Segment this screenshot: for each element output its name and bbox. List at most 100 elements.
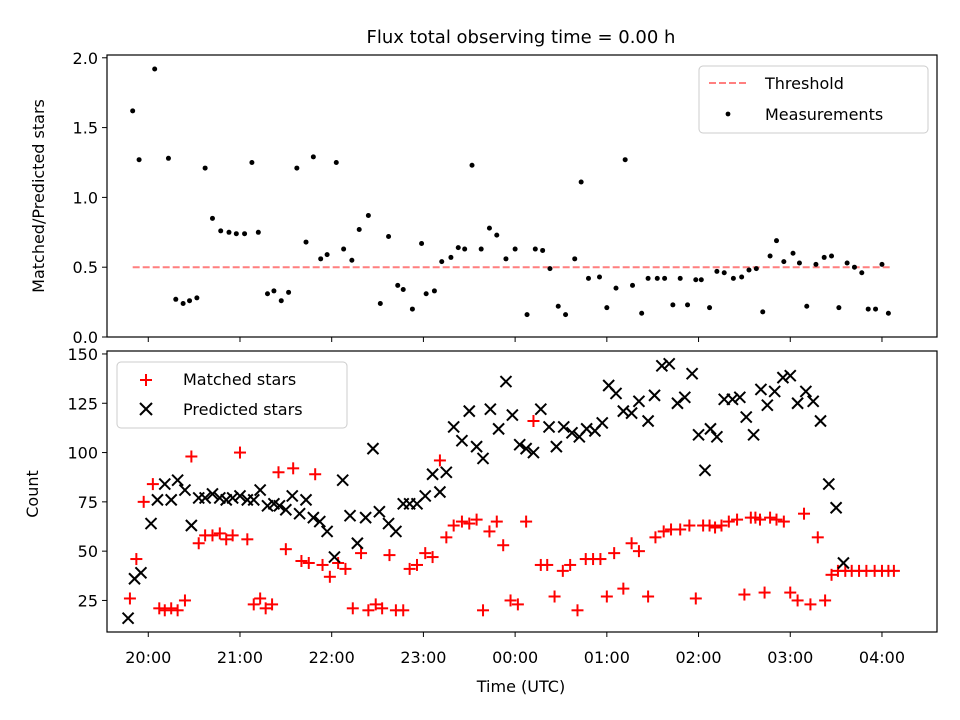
measurement-point <box>486 225 492 231</box>
top-y-tick-label: 1.5 <box>73 119 98 138</box>
measurement-point <box>341 246 347 252</box>
predicted-star-point <box>343 509 357 522</box>
matched-star-point <box>504 594 517 607</box>
measurement-point <box>796 260 802 266</box>
measurement-point <box>804 303 810 309</box>
measurement-point <box>318 256 324 262</box>
matched-star-point <box>123 592 136 605</box>
measurement-point <box>294 165 300 171</box>
measurement-point <box>865 306 871 312</box>
measurement-point <box>173 296 179 302</box>
predicted-star-point <box>557 420 570 434</box>
matched-star-point <box>674 523 687 536</box>
matched-star-point <box>192 537 205 550</box>
predicted-star-point <box>293 507 306 520</box>
measurement-point <box>532 246 538 252</box>
top-panel: 0.00.51.01.52.0 Matched/Predicted stars … <box>29 49 938 347</box>
matched-star-point <box>171 604 184 617</box>
top-axes-frame <box>106 54 938 338</box>
measurement-point <box>255 229 261 235</box>
matched-star-point <box>426 551 439 564</box>
matched-star-point <box>470 513 483 526</box>
measurement-point <box>303 239 309 245</box>
matched-star-point <box>642 590 655 603</box>
top-y-tick-label: 1.0 <box>73 188 98 207</box>
measurement-point <box>604 305 610 311</box>
matched-star-point <box>753 513 766 526</box>
matched-star-point <box>153 602 166 615</box>
matched-star-point <box>362 604 375 617</box>
predicted-star-point <box>492 422 505 436</box>
measurement-point <box>873 306 879 312</box>
measurement-point <box>714 268 720 274</box>
matched-star-point <box>259 602 272 615</box>
matched-star-point <box>477 604 490 617</box>
matched-star-point <box>657 525 670 538</box>
predicted-star-point <box>678 391 691 404</box>
predicted-star-point <box>151 493 164 507</box>
legend-predicted-label: Predicted stars <box>183 400 303 419</box>
legend-threshold-label: Threshold <box>764 74 844 93</box>
matched-star-point <box>541 558 554 571</box>
matched-star-point <box>213 527 226 540</box>
matched-star-point <box>302 556 315 569</box>
predicted-star-point <box>534 402 548 416</box>
predicted-star-point <box>351 537 364 550</box>
matched-star-point <box>146 478 159 491</box>
measurement-point <box>721 270 727 276</box>
matched-star-point <box>226 529 239 542</box>
predicted-star-point <box>164 493 178 507</box>
predicted-star-point <box>299 493 313 507</box>
x-tick-label: 01:00 <box>584 648 630 667</box>
bottom-y-tick-label: 125 <box>67 394 98 413</box>
predicted-star-point <box>373 505 386 518</box>
measurement-point <box>730 275 736 281</box>
measurement-point <box>585 275 591 281</box>
matched-star-point <box>594 553 607 566</box>
measurement-point <box>152 66 158 72</box>
matched-star-point <box>419 547 432 560</box>
matched-star-point <box>689 592 702 605</box>
bottom-y-tick-label: 150 <box>67 345 98 364</box>
measurement-point <box>423 291 429 297</box>
predicted-star-point <box>655 359 669 372</box>
predicted-star-point <box>198 491 212 505</box>
measurement-point <box>851 264 857 270</box>
matched-star-point <box>600 590 613 603</box>
matched-star-point <box>564 558 577 571</box>
predicted-star-point <box>527 446 540 459</box>
measurement-point <box>790 250 796 256</box>
predicted-star-point <box>698 464 712 477</box>
top-y-tick-label: 0.5 <box>73 258 98 277</box>
predicted-star-point <box>733 391 747 404</box>
matched-star-point <box>309 468 322 481</box>
measurement-point <box>439 259 445 265</box>
matched-star-point <box>764 511 777 524</box>
matched-star-point <box>247 598 260 611</box>
measurement-point <box>286 289 292 295</box>
x-tick-label: 20:00 <box>125 648 171 667</box>
matched-star-point <box>617 582 630 595</box>
x-tick-label: 00:00 <box>492 648 538 667</box>
measurement-point <box>365 213 371 219</box>
predicted-star-point <box>550 440 563 453</box>
measurement-point <box>698 277 704 283</box>
predicted-star-point <box>426 468 439 481</box>
predicted-star-point <box>226 491 239 505</box>
measurement-point <box>774 238 780 244</box>
matched-star-point <box>811 531 824 544</box>
matched-star-point <box>455 515 468 528</box>
matched-star-point <box>266 598 279 611</box>
matched-star-point <box>804 598 817 611</box>
measurement-point <box>264 291 270 297</box>
predicted-star-point <box>455 434 469 447</box>
predicted-star-point <box>791 397 804 410</box>
measurement-point <box>377 300 383 306</box>
x-tick-label: 02:00 <box>675 648 721 667</box>
measurement-point <box>693 277 699 283</box>
predicted-star-point <box>476 452 490 465</box>
measurement-point <box>194 295 200 301</box>
measurement-point <box>349 257 355 263</box>
predicted-star-point <box>829 501 843 514</box>
x-tick-label: 22:00 <box>309 648 355 667</box>
